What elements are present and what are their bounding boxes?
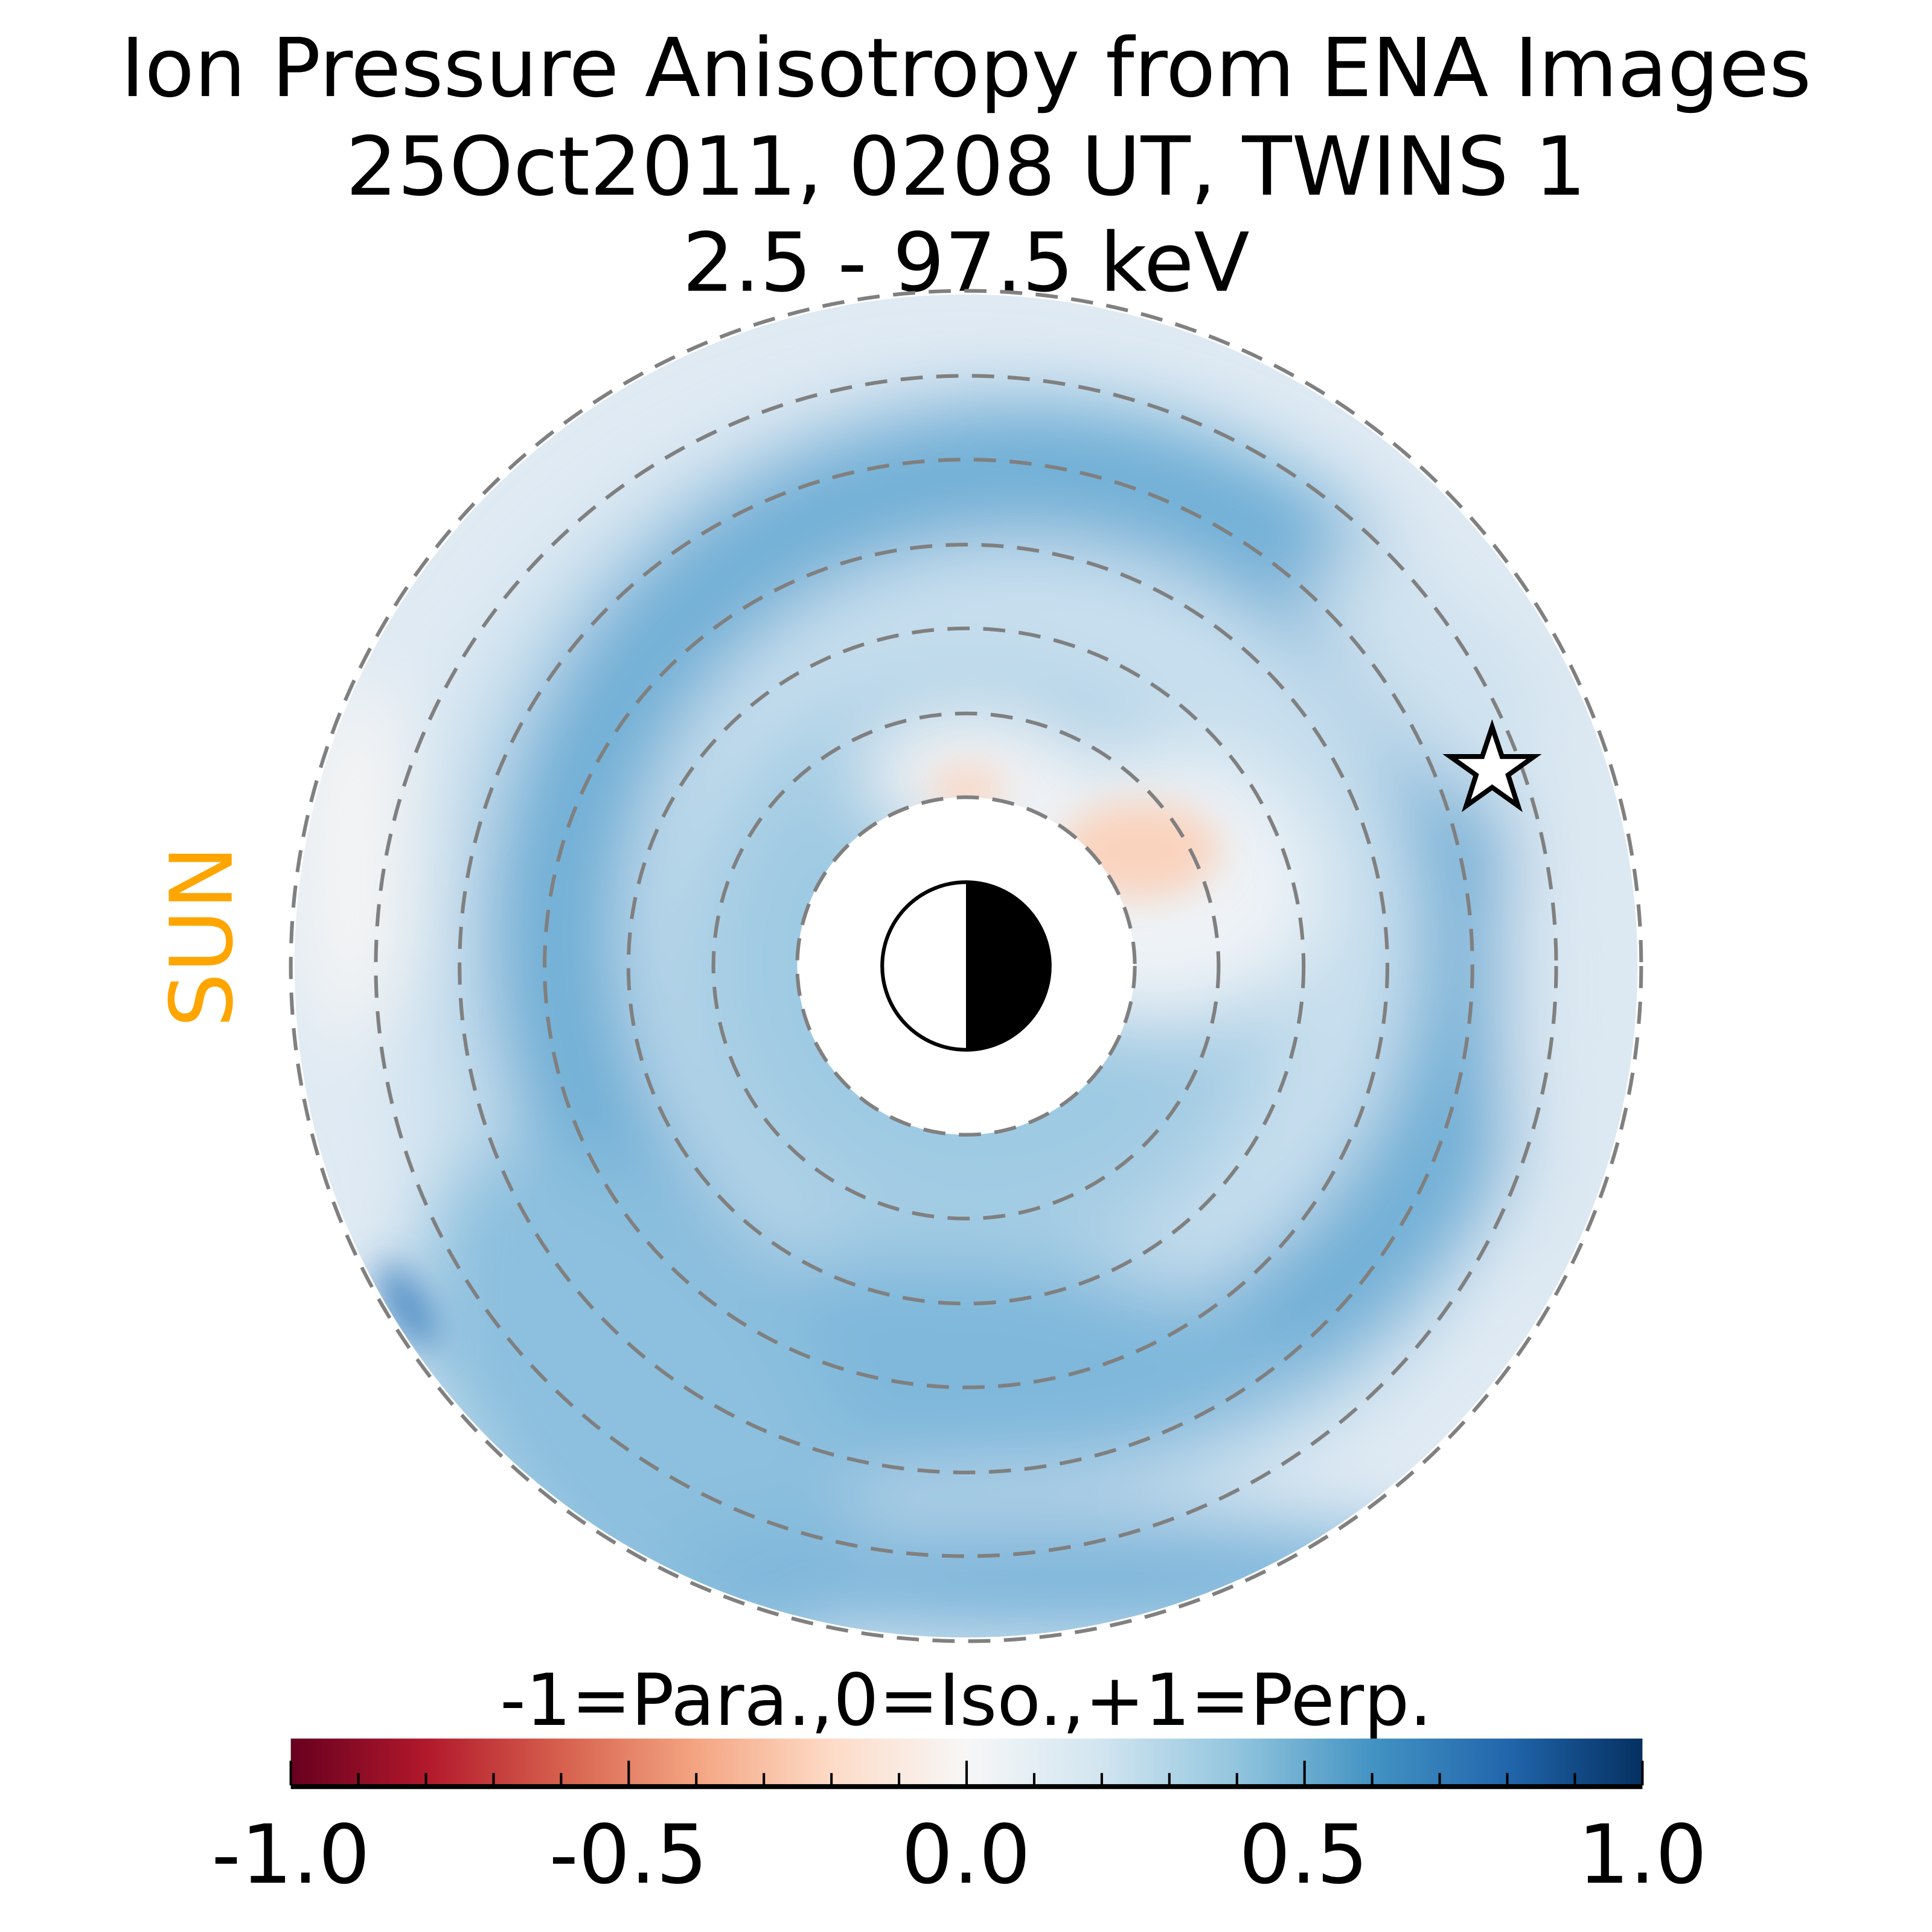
colorbar-tick-label: -0.5 xyxy=(549,1807,708,1902)
title-line-1: Ion Pressure Anisotropy from ENA Images xyxy=(121,21,1811,115)
dashed-circle xyxy=(289,289,1643,1643)
earth-icon xyxy=(880,880,1052,1052)
dashed-circle xyxy=(374,374,1558,1558)
colorbar-tick-label: 1.0 xyxy=(1578,1807,1707,1902)
sun-direction-label: SUN xyxy=(152,845,252,1028)
chart-title: Ion Pressure Anisotropy from ENA Images … xyxy=(121,21,1811,310)
colorbar-tick-label: 0.5 xyxy=(1239,1807,1368,1902)
dashed-circle xyxy=(795,795,1137,1137)
dashed-circle xyxy=(542,542,1390,1390)
colorbar-label: -1=Para.,0=Iso.,+1=Perp. xyxy=(500,1659,1432,1742)
spacecraft-star-icon xyxy=(1442,719,1542,813)
colorbar-tick-label: -1.0 xyxy=(211,1807,370,1902)
dashed-circle xyxy=(458,458,1474,1474)
title-line-3: 2.5 - 97.5 keV xyxy=(682,216,1249,310)
colorbar-tick-label: 0.0 xyxy=(901,1807,1031,1902)
colorbar-ticks xyxy=(289,1761,1644,1786)
colorbar: -1=Para.,0=Iso.,+1=Perp. -1.0 -0.5 0.0 0… xyxy=(211,1659,1707,1902)
dashed-circle xyxy=(711,711,1221,1221)
dashed-circle xyxy=(626,626,1306,1306)
radial-distance-circles xyxy=(289,289,1643,1643)
title-line-2: 25Oct2011, 0208 UT, TWINS 1 xyxy=(346,119,1587,214)
